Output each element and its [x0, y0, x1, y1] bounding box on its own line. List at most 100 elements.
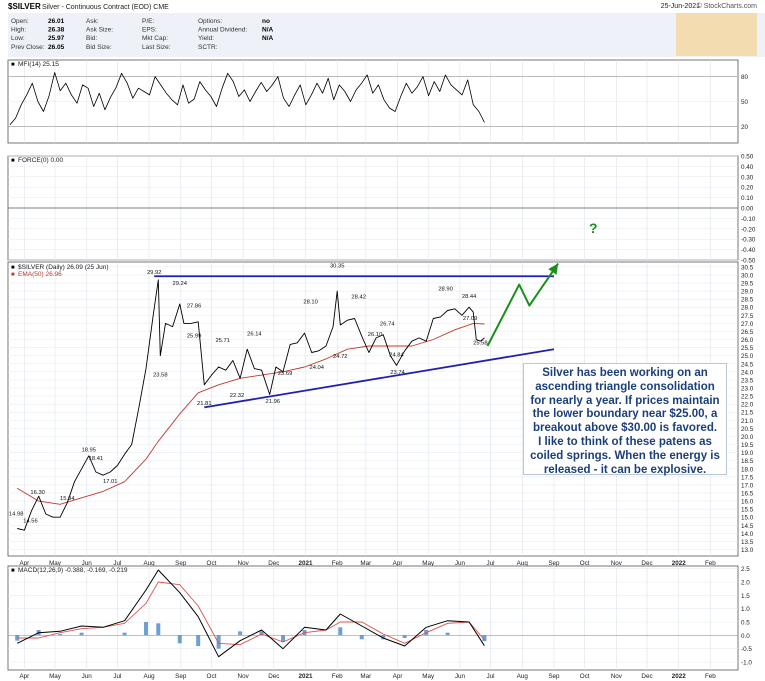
chart-description: Silver - Continuous Contract (EOD) CME [42, 4, 169, 11]
quote-label: P/E: [142, 18, 154, 25]
price-point-label: 17.01 [103, 479, 118, 485]
force-ytick: 0.30 [741, 174, 754, 181]
price-point-label: 29.92 [147, 270, 162, 276]
price-point-label: 18.41 [89, 456, 104, 462]
support-trendline [204, 348, 555, 409]
price-point-label: 28.44 [462, 294, 477, 300]
quote-label: SCTR: [198, 44, 218, 51]
price-point-label: 28.42 [351, 294, 366, 300]
macd-ytick: -1.0 [741, 660, 752, 667]
quote-value: 26.05 [48, 44, 65, 51]
price-point-label: 23.74 [390, 370, 405, 376]
source-credit: © StockCharts.com [697, 2, 758, 10]
force-title: FORCE(0) 0.00 [18, 157, 64, 164]
price-point-label: 25.71 [215, 338, 230, 344]
quote-label: Bid Size: [86, 44, 112, 51]
macd-xtick: May [49, 673, 62, 680]
macd-histogram-bar [482, 635, 487, 642]
macd-ytick: 2.0 [741, 580, 750, 587]
macd-histogram-bar [79, 632, 84, 636]
price-xtick: Aug [517, 560, 529, 567]
macd-xtick: Mar [360, 673, 371, 680]
price-ytick: 26.5 [741, 329, 754, 336]
mfi-ytick: 80 [741, 74, 749, 81]
macd-xtick: Dec [268, 673, 279, 680]
force-ytick: 0.40 [741, 164, 754, 171]
price-xtick: May [422, 560, 435, 567]
price-ytick: 13.0 [741, 547, 754, 554]
macd-xtick: Jul [487, 673, 495, 680]
price-line [17, 279, 485, 531]
price-ytick: 29.5 [741, 281, 754, 288]
macd-histogram-bar [259, 631, 264, 636]
price-xtick: Oct [207, 560, 217, 567]
price-ytick: 28.5 [741, 297, 754, 304]
macd-xtick: 2021 [299, 673, 314, 680]
macd-ytick: -0.5 [741, 646, 752, 653]
price-point-label: 24.72 [333, 354, 348, 360]
price-xtick: 2021 [299, 560, 314, 567]
macd-histogram-bar [445, 632, 450, 636]
macd-histogram-bar [196, 635, 201, 646]
price-ytick: 16.5 [741, 491, 754, 498]
macd-xtick: Feb [332, 673, 343, 680]
macd-histogram-bar [338, 627, 343, 636]
force-ytick: -0.50 [741, 258, 756, 265]
price-xtick: Feb [705, 560, 716, 567]
price-xtick: Jul [113, 560, 121, 567]
macd-xtick: Oct [207, 673, 217, 680]
price-point-label: 30.35 [330, 263, 345, 269]
price-ytick: 24.0 [741, 369, 754, 376]
quote-label: Prev Close: [11, 44, 45, 51]
price-xtick: Sep [548, 560, 560, 567]
forecast-question-mark: ? [589, 220, 598, 236]
price-point-label: 24.04 [310, 365, 325, 371]
price-ytick: 22.0 [741, 402, 754, 409]
macd-xtick: Sep [175, 673, 187, 680]
price-ytick: 13.5 [741, 539, 754, 546]
macd-histogram-bar [177, 635, 182, 644]
force-ytick: -0.30 [741, 237, 756, 244]
price-xtick: Dec [641, 560, 652, 567]
price-title: $SILVER (Daily) 26.09 (25 Jun) [18, 264, 109, 271]
price-ytick: 19.5 [741, 442, 754, 449]
macd-histogram-bar [58, 634, 63, 636]
force-panel: 0.50 0.40 0.30 0.20 0.10 0.00 -0.10 -0.20 -0.30 -… [7, 154, 756, 265]
price-point-label: 23.69 [278, 371, 293, 377]
quote-label: Low: [11, 35, 25, 42]
quote-label: Annual Dividend: [198, 27, 247, 34]
price-ytick: 24.5 [741, 361, 754, 368]
price-point-label: 15.94 [60, 496, 75, 502]
mfi-panel: 80 50 20 ■ MFI(14) 25.15 [7, 59, 749, 144]
macd-xtick: 2022 [672, 673, 687, 680]
macd-xtick: Aug [143, 673, 155, 680]
quote-value: no [262, 18, 270, 25]
ema-title: EMA(50) 26.96 [18, 271, 62, 278]
price-point-label: 21.81 [197, 401, 212, 407]
macd-title: MACD(12,26,9) -0.388, -0.169, -0.219 [18, 567, 128, 574]
force-ytick: -0.20 [741, 226, 756, 233]
quote-label: Ask: [86, 18, 99, 25]
macd-xtick: Oct [580, 673, 590, 680]
price-ytick: 22.5 [741, 394, 754, 401]
macd-histogram-bar [216, 635, 221, 649]
quote-label: Ask Size: [86, 27, 113, 34]
price-xtick: Jun [82, 560, 93, 567]
macd-ytick: 0.0 [741, 633, 750, 640]
price-point-label: 16.30 [30, 490, 45, 496]
price-ytick: 27.5 [741, 313, 754, 320]
macd-xtick: Aug [517, 673, 529, 680]
forecast-path [486, 263, 559, 347]
chart-date: 25-Jun-2021 [661, 3, 700, 10]
price-point-label: 27.86 [187, 303, 202, 309]
macd-xtick: Apr [19, 673, 29, 680]
price-point-label: 28.10 [303, 300, 318, 306]
price-ytick: 27.0 [741, 321, 754, 328]
quote-label: High: [11, 27, 26, 34]
force-ytick: 0.50 [741, 154, 754, 161]
mfi-ytick: 20 [741, 124, 749, 131]
price-ytick: 30.0 [741, 272, 754, 279]
price-ytick: 20.0 [741, 434, 754, 441]
